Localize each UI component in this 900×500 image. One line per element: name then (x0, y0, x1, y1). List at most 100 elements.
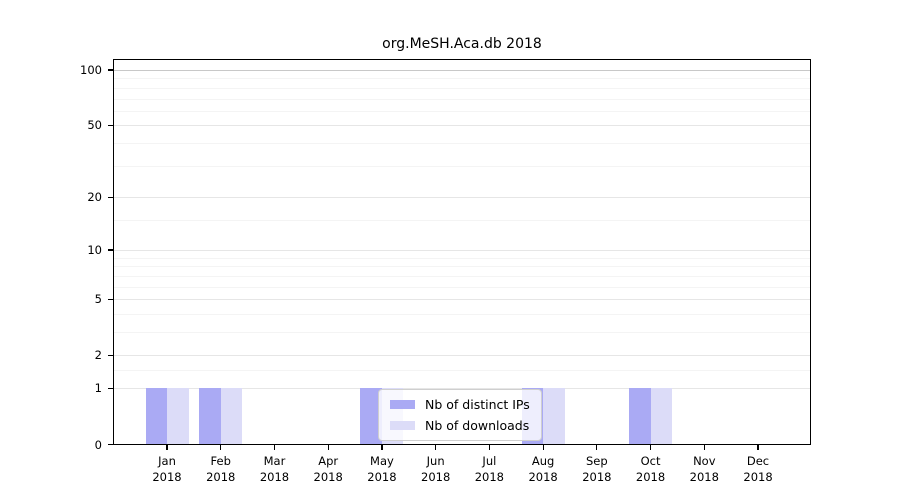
x-tick-year: 2018 (421, 470, 451, 484)
y-tick-label: 5 (94, 292, 102, 307)
gridline-minor (113, 332, 811, 333)
x-tick-label: Jul 2018 (457, 453, 521, 485)
gridline-minor (113, 286, 811, 288)
gridline-major (113, 388, 811, 390)
bar-distinct-ips (360, 388, 382, 445)
x-tick-month: Dec (746, 454, 770, 468)
x-tick-year: 2018 (635, 470, 666, 484)
plot-border (113, 59, 811, 445)
x-tick-label: Apr 2018 (296, 453, 360, 485)
y-tick-mark (108, 124, 113, 127)
y-tick-label: 2 (94, 348, 102, 363)
x-tick-year: 2018 (367, 470, 397, 484)
bar-distinct-ips (145, 388, 167, 445)
gridline-minor (113, 219, 811, 221)
x-tick-year: 2018 (743, 470, 773, 484)
x-tick-mark (488, 445, 490, 450)
x-tick-label: May 2018 (350, 453, 414, 485)
x-tick-label: Oct 2018 (619, 453, 683, 485)
plot-area: Nb of distinct IPs Nb of downloads (113, 59, 811, 445)
legend-item: Nb of distinct IPs (390, 396, 530, 413)
bar-distinct-ips (199, 388, 221, 445)
gridline-minor (113, 165, 811, 167)
gridline-major (113, 355, 811, 357)
x-tick-mark (381, 445, 383, 450)
x-tick-label: Feb 2018 (189, 453, 253, 485)
x-tick-month: Jul (482, 454, 497, 468)
x-tick-label: Aug 2018 (511, 453, 575, 485)
x-tick-mark (596, 445, 598, 450)
x-tick-year: 2018 (528, 470, 558, 484)
x-tick-mark (649, 445, 652, 450)
x-tick-label: Jan 2018 (135, 453, 199, 485)
gridline-minor (113, 98, 811, 100)
bar-downloads (650, 388, 673, 445)
y-tick-mark (108, 298, 113, 300)
x-tick-month: Feb (210, 454, 231, 468)
x-tick-year: 2018 (474, 470, 505, 484)
y-tick-mark (108, 443, 113, 446)
legend-swatch (390, 400, 415, 409)
legend-swatch (390, 421, 415, 430)
x-tick-year: 2018 (259, 470, 290, 484)
y-tick-label: 50 (87, 118, 102, 133)
y-tick-mark (108, 354, 113, 356)
x-tick-month: Aug (531, 454, 555, 468)
x-tick-mark (273, 445, 276, 450)
gridline-minor (113, 87, 811, 89)
y-tick-mark (108, 249, 113, 251)
gridline-major (113, 125, 811, 127)
chart-title: org.MeSH.Aca.db 2018 (382, 36, 542, 52)
y-tick-label: 100 (80, 63, 102, 77)
bar-distinct-ips (629, 388, 651, 445)
y-tick-label: 1 (94, 381, 102, 396)
x-tick-month: Jun (426, 454, 445, 468)
gridline-minor (113, 313, 811, 315)
legend-label: Nb of downloads (425, 418, 530, 433)
x-tick-mark (542, 445, 544, 450)
x-tick-mark (220, 445, 222, 450)
x-tick-mark (703, 445, 705, 450)
x-tick-label: Mar 2018 (242, 453, 306, 485)
x-tick-label: Dec 2018 (726, 453, 790, 485)
gridline-minor (113, 143, 811, 145)
gridline-minor (113, 110, 811, 112)
x-tick-month: Sep (585, 454, 608, 468)
gridline-minor (113, 257, 811, 259)
x-tick-month: Oct (640, 454, 661, 468)
x-tick-year: 2018 (313, 470, 343, 484)
y-tick-mark (108, 69, 113, 71)
x-tick-mark (166, 445, 168, 450)
gridline-major (113, 197, 811, 199)
gridline-minor (113, 370, 811, 372)
y-tick-mark (108, 196, 113, 199)
x-tick-month: Apr (318, 454, 339, 468)
y-tick-label: 10 (87, 242, 102, 257)
legend: Nb of distinct IPs Nb of downloads (378, 389, 542, 441)
y-tick-label: 0 (94, 437, 102, 452)
gridline-major (113, 249, 811, 251)
y-tick-mark (108, 387, 113, 389)
legend-item: Nb of downloads (390, 417, 530, 434)
x-tick-mark (327, 445, 329, 450)
x-tick-mark (435, 445, 437, 450)
gridline-major (113, 299, 811, 301)
bar-downloads (543, 388, 565, 445)
x-tick-year: 2018 (152, 470, 182, 484)
x-tick-year: 2018 (206, 470, 236, 484)
gridline-minor (113, 78, 811, 80)
bar-downloads (167, 388, 189, 445)
x-tick-month: May (370, 454, 394, 468)
x-tick-month: Jan (158, 454, 176, 468)
gridline-major (113, 70, 811, 71)
x-tick-label: Sep 2018 (565, 453, 629, 485)
x-tick-month: Nov (693, 454, 716, 468)
x-tick-mark (757, 445, 759, 450)
x-tick-year: 2018 (689, 470, 719, 484)
x-tick-label: Jun 2018 (404, 453, 468, 485)
gridline-minor (113, 266, 811, 268)
legend-label: Nb of distinct IPs (425, 397, 530, 412)
y-tick-label: 20 (87, 190, 102, 205)
x-tick-year: 2018 (582, 470, 612, 484)
